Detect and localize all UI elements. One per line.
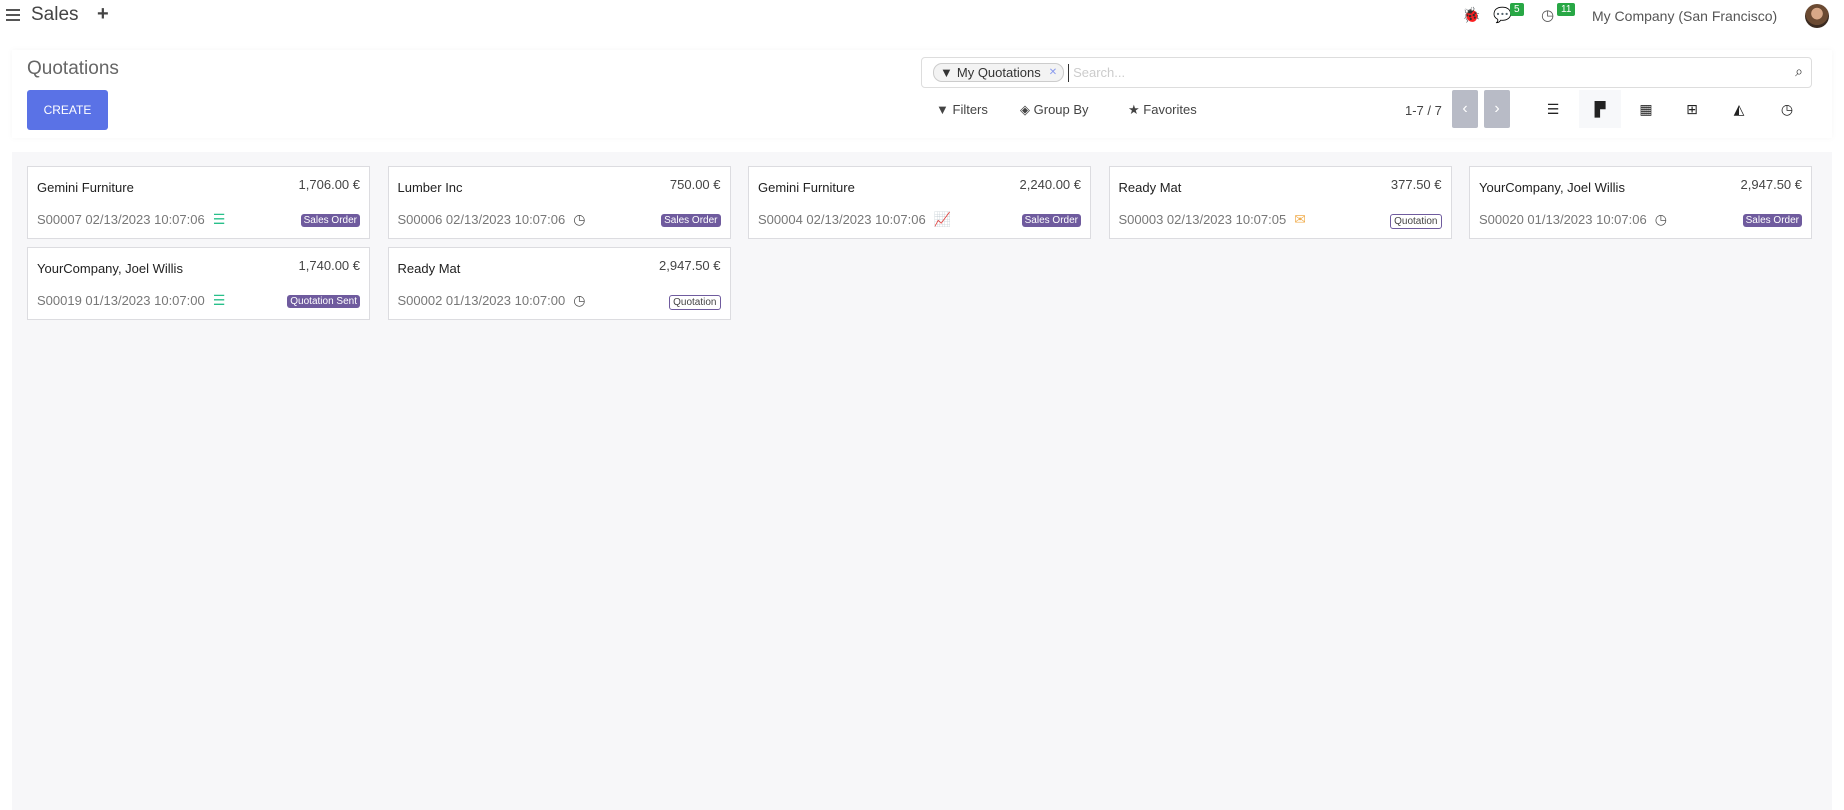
card-reference: S00003 02/13/2023 10:07:05	[1118, 212, 1287, 227]
kanban-view-icon[interactable]: ▛	[1579, 90, 1621, 128]
messages-icon[interactable]: 💬	[1493, 7, 1512, 24]
card-amount: 377.50 €	[1390, 177, 1442, 192]
tasks-icon[interactable]: ☰	[212, 211, 226, 227]
layers-icon: ◈	[1020, 102, 1030, 117]
create-button[interactable]: CREATE	[27, 90, 108, 130]
card-reference: S00007 02/13/2023 10:07:06	[37, 212, 205, 227]
group-by-label: Group By	[1033, 102, 1089, 117]
card-customer: Ready Mat	[397, 261, 461, 276]
page-title: Quotations	[27, 58, 119, 79]
clock-icon[interactable]: ◷	[573, 211, 586, 227]
card-customer: YourCompany, Joel Willis	[37, 261, 183, 276]
status-badge: Sales Order	[300, 214, 360, 227]
card-reference: S00020 01/13/2023 10:07:06	[1479, 212, 1647, 227]
tasks-icon[interactable]: ☰	[212, 292, 226, 308]
card-reference: S00002 01/13/2023 10:07:00	[397, 293, 566, 308]
card-amount: 750.00 €	[669, 177, 721, 192]
favorites-label: Favorites	[1143, 102, 1197, 117]
top-navbar	[0, 0, 1844, 34]
card-amount: 1,706.00 €	[298, 177, 360, 192]
search-icon[interactable]: ⌕	[1795, 63, 1803, 79]
text-caret	[1068, 63, 1070, 82]
new-tab-plus-icon[interactable]: +	[97, 3, 109, 25]
favorites-button[interactable]: ★ Favorites	[1128, 102, 1197, 118]
kanban-card[interactable]: Ready Mat 377.50 € S00003 02/13/2023 10:…	[1108, 166, 1452, 239]
status-badge: Sales Order	[1021, 214, 1081, 227]
company-switcher[interactable]: My Company (San Francisco)	[1592, 8, 1778, 24]
status-badge: Quotation	[669, 295, 721, 310]
card-footer: S00020 01/13/2023 10:07:06 ◷	[1479, 211, 1667, 228]
pager-previous-button[interactable]: ‹	[1452, 90, 1478, 128]
messages-count-badge: 5	[1510, 3, 1524, 16]
clock-icon[interactable]: ◷	[1654, 211, 1667, 227]
clock-icon[interactable]: ◷	[573, 292, 586, 308]
card-amount: 2,947.50 €	[659, 258, 721, 273]
graph-view-icon[interactable]: ◭	[1733, 101, 1745, 117]
apps-menu-icon[interactable]	[6, 9, 20, 21]
card-customer: Ready Mat	[1118, 180, 1182, 195]
status-badge: Sales Order	[661, 214, 721, 227]
search-facet: ▼ My Quotations ✕	[933, 63, 1065, 82]
card-reference: S00004 02/13/2023 10:07:06	[758, 212, 926, 227]
status-badge: Sales Order	[1742, 214, 1802, 227]
facet-label: My Quotations	[956, 65, 1041, 80]
card-amount: 2,947.50 €	[1740, 177, 1802, 192]
pager-value[interactable]: 1-7 / 7	[1405, 103, 1442, 118]
kanban-card[interactable]: YourCompany, Joel Willis 1,740.00 € S000…	[27, 247, 370, 320]
app-name[interactable]: Sales	[31, 4, 79, 25]
kanban-card[interactable]: Gemini Furniture 2,240.00 € S00004 02/13…	[748, 166, 1091, 239]
kanban-card[interactable]: YourCompany, Joel Willis 2,947.50 € S000…	[1469, 166, 1812, 239]
filters-button[interactable]: ▼ Filters	[936, 102, 988, 117]
group-by-button[interactable]: ◈ Group By	[1020, 102, 1089, 118]
card-customer: YourCompany, Joel Willis	[1479, 180, 1625, 195]
card-reference: S00019 01/13/2023 10:07:00	[37, 293, 205, 308]
activities-count-badge: 11	[1557, 3, 1576, 16]
list-view-icon[interactable]: ☰	[1546, 101, 1560, 117]
filter-icon: ▼	[936, 102, 949, 117]
card-customer: Lumber Inc	[397, 180, 463, 195]
user-avatar[interactable]	[1805, 4, 1829, 28]
kanban-card[interactable]: Ready Mat 2,947.50 € S00002 01/13/2023 1…	[387, 247, 731, 320]
pager-next-button[interactable]: ›	[1484, 90, 1510, 128]
kanban-card[interactable]: Gemini Furniture 1,706.00 € S00007 02/13…	[27, 166, 370, 239]
line-chart-icon[interactable]: 📈	[933, 211, 952, 227]
card-amount: 2,240.00 €	[1019, 177, 1081, 192]
filter-icon: ▼	[940, 65, 953, 80]
activity-view-icon[interactable]: ◷	[1780, 101, 1794, 117]
card-footer: S00004 02/13/2023 10:07:06 📈	[758, 211, 951, 228]
calendar-view-icon[interactable]: ▦	[1639, 101, 1653, 117]
pivot-view-icon[interactable]: ⊞	[1686, 101, 1698, 117]
kanban-card[interactable]: Lumber Inc 750.00 € S00006 02/13/2023 10…	[387, 166, 731, 239]
activities-clock-icon[interactable]: ◷	[1541, 7, 1555, 24]
remove-facet-icon[interactable]: ✕	[1048, 67, 1058, 78]
card-customer: Gemini Furniture	[758, 180, 855, 195]
card-footer: S00007 02/13/2023 10:07:06 ☰	[37, 211, 225, 228]
star-icon: ★	[1128, 102, 1140, 117]
card-customer: Gemini Furniture	[37, 180, 134, 195]
card-reference: S00006 02/13/2023 10:07:06	[397, 212, 566, 227]
card-footer: S00006 02/13/2023 10:07:06 ◷	[398, 211, 586, 228]
search-input[interactable]: Search...	[1073, 65, 1126, 80]
search-bar[interactable]: ▼ My Quotations ✕ Search... ⌕	[921, 57, 1812, 88]
card-footer: S00019 01/13/2023 10:07:00 ☰	[37, 292, 225, 309]
card-footer: S00002 01/13/2023 10:07:00 ◷	[398, 292, 586, 309]
envelope-icon[interactable]: ✉	[1294, 211, 1306, 227]
status-badge: Quotation	[1390, 214, 1442, 229]
debug-bug-icon[interactable]: 🐞	[1462, 7, 1481, 24]
filters-label: Filters	[952, 102, 988, 117]
card-footer: S00003 02/13/2023 10:07:05 ✉	[1119, 211, 1306, 228]
card-amount: 1,740.00 €	[298, 258, 360, 273]
status-badge: Quotation Sent	[287, 295, 360, 308]
